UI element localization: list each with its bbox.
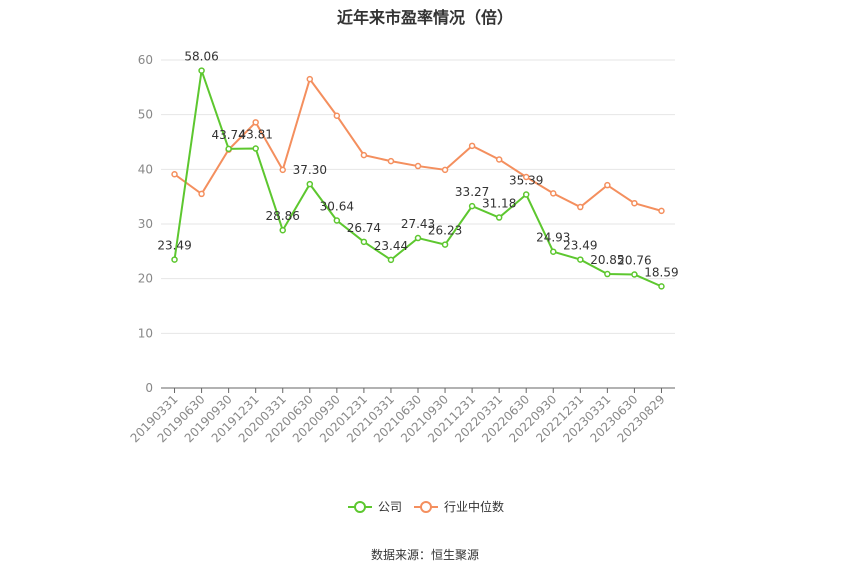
company-point[interactable]: [658, 283, 665, 290]
company-data-label: 27.43: [401, 217, 435, 231]
legend: 公司 行业中位数: [348, 499, 504, 514]
grid-lines: [161, 59, 675, 334]
company-point[interactable]: [522, 191, 530, 198]
company-data-label: 23.44: [374, 239, 408, 253]
company-data-label: 31.18: [482, 197, 516, 211]
company-point[interactable]: [468, 202, 476, 210]
legend-label-industry-median: 行业中位数: [444, 499, 504, 514]
company-point[interactable]: [198, 67, 205, 74]
industry-median-point[interactable]: [171, 171, 178, 178]
company-data-label: 43.74: [211, 128, 245, 142]
y-tick-label: 50: [138, 108, 153, 122]
company-data-label: 26.74: [347, 221, 381, 235]
company-point[interactable]: [225, 145, 232, 153]
legend-item-industry-median[interactable]: 行业中位数: [414, 499, 504, 514]
company-point[interactable]: [360, 238, 368, 246]
data-source: 数据来源：恒生聚源: [370, 548, 479, 562]
company-point[interactable]: [387, 256, 395, 264]
company-data-label: 18.59: [644, 265, 678, 279]
y-tick-label: 10: [138, 326, 153, 340]
company-point[interactable]: [495, 214, 503, 221]
company-point[interactable]: [414, 234, 422, 242]
company-data-label: 37.30: [293, 163, 327, 177]
y-tick-label: 30: [138, 217, 153, 231]
industry-median-point[interactable]: [495, 156, 503, 163]
industry-median-point[interactable]: [550, 190, 557, 197]
industry-median-point[interactable]: [658, 207, 665, 215]
company-point[interactable]: [631, 271, 638, 278]
company-data-label: 23.49: [157, 239, 191, 253]
industry-median-point[interactable]: [333, 112, 341, 120]
y-tick-label: 60: [138, 53, 153, 67]
y-tick-label: 40: [138, 162, 153, 176]
company-data-label: 26.23: [428, 224, 462, 238]
industry-median-point[interactable]: [198, 190, 205, 198]
x-axis: 2019033120190630201909302019123120200331…: [128, 387, 675, 445]
company-line: [173, 70, 662, 288]
company-data-label: 20.76: [617, 254, 651, 268]
company-data-label: 28.86: [266, 209, 300, 223]
company-data-label: 43.81: [239, 128, 273, 142]
company-point[interactable]: [306, 180, 314, 188]
company-point[interactable]: [441, 241, 449, 248]
industry-median-point[interactable]: [577, 203, 584, 211]
industry-median-point[interactable]: [360, 151, 368, 159]
company-point[interactable]: [577, 256, 584, 263]
industry-median-point[interactable]: [306, 75, 314, 83]
company-point[interactable]: [550, 248, 557, 255]
industry-median-point[interactable]: [631, 199, 638, 207]
series-layer: [171, 67, 665, 290]
industry-median-point[interactable]: [441, 166, 449, 174]
company-data-label: 20.85: [590, 253, 624, 267]
industry-median-point[interactable]: [414, 162, 422, 170]
industry-median-point[interactable]: [468, 142, 476, 150]
company-data-label: 35.39: [509, 174, 543, 188]
chart-title: 近年来市盈率情况（倍）: [336, 8, 513, 27]
y-tick-label: 20: [138, 272, 153, 286]
company-point[interactable]: [252, 145, 259, 152]
industry-median-line: [173, 76, 662, 212]
industry-median-point[interactable]: [279, 166, 286, 174]
legend-label-company: 公司: [378, 500, 402, 514]
industry-median-point[interactable]: [252, 119, 259, 126]
company-data-label: 30.64: [320, 200, 354, 214]
company-data-label: 23.49: [563, 239, 597, 253]
y-axis: 0 10 20 30 40 50 60: [138, 53, 153, 395]
company-point[interactable]: [171, 256, 178, 263]
industry-median-point[interactable]: [522, 173, 530, 181]
company-data-label: 58.06: [184, 50, 218, 64]
industry-median-point[interactable]: [387, 157, 395, 165]
company-data-label: 33.27: [455, 185, 489, 199]
industry-median-point[interactable]: [604, 181, 611, 189]
y-tick-label: 0: [145, 381, 153, 395]
company-point[interactable]: [333, 217, 341, 224]
company-point[interactable]: [604, 270, 611, 278]
company-point[interactable]: [279, 226, 286, 234]
company-data-label: 24.93: [536, 231, 570, 245]
legend-item-company[interactable]: 公司: [348, 500, 402, 514]
